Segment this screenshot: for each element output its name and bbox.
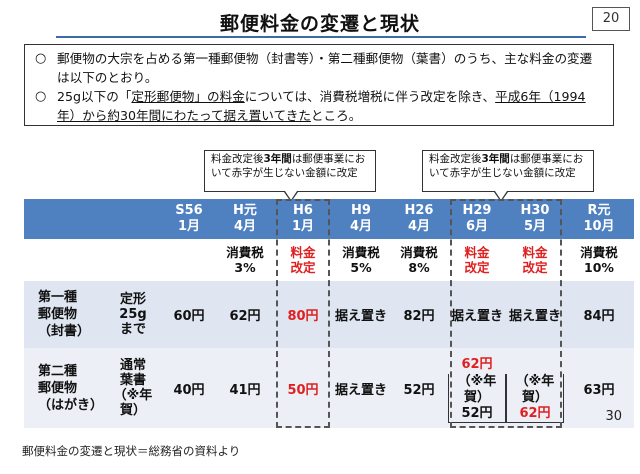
bullet-text-part: ところ。 [310,108,362,123]
slide-title: 郵便料金の変遷と現状 [219,13,420,35]
event-cell: 消費税 10% [564,239,634,281]
highlight-h6 [276,199,330,428]
event-blank [24,239,162,281]
date-header: H26 4月 [390,199,448,239]
callout-text: は郵便事業において赤字が生じない金額に改定 [429,153,584,179]
date-header: H9 4月 [332,199,390,239]
date-header-row: S56 1月 H元 4月 H6 1月 H9 4月 H26 4月 H29 6月 H30 5月 R… [24,199,634,239]
rate-cell: 82円 [390,281,448,348]
date-header: H30 5月 [506,199,564,239]
callout-text: 料金改定後 [429,153,482,165]
rate-cell: 52円 [390,348,448,428]
bullet-text: 25g以下の「定形郵便物」の料金については、消費税増税に伴う改定を除き、平成6年… [57,87,603,125]
info-box: ○ 郵便物の大宗を占める第一種郵便物（封書等）・第二種郵便物（葉書）のうち、主な… [24,44,614,126]
row-first-class: 第一種 郵便物 （封書） 定形 25g まで 60円 62円 80円 据え置き 82円 … [24,281,634,348]
bullet-mark: ○ [35,51,47,66]
nenga-box: （※年賀） 62円 [506,373,564,423]
row-second-class: 第二種 郵便物 （はがき） 通常 葉書 （※年賀） 40円 41円 50円 据え置き 5… [24,348,634,428]
rates-table: S56 1月 H元 4月 H6 1月 H9 4月 H26 4月 H29 6月 H30 5月 R… [24,199,634,428]
rate-cell: 据え置き [506,281,564,348]
bullet-text-underlined: 平成6年（1994年）から約30年間にわたって据え置いてきた [57,89,586,123]
row-label: 第一種 郵便物 （封書） [24,281,104,348]
rate-cell-h30: （※年賀） 62円 [506,348,564,428]
callout-h29-h30: 料金改定後3年間は郵便事業において赤字が生じない金額に改定 [422,150,594,192]
rate-cell: 84円 [564,281,634,348]
date-header: H元 4月 [216,199,274,239]
source-caption: 郵便料金の変遷と現状＝総務省の資料より [22,444,241,458]
rate-cell: 60円 [162,281,216,348]
row-sublabel: 定形 25g まで [104,281,162,348]
date-header: R元 10月 [564,199,634,239]
row-sublabel: 通常 葉書 （※年賀） [104,348,162,428]
event-cell-red: 料金 改定 [274,239,332,281]
row-label: 第二種 郵便物 （はがき） [24,348,104,428]
callout-tail-inner [495,191,507,200]
event-cell-red: 料金 改定 [448,239,506,281]
event-cell [162,239,216,281]
date-header: H6 1月 [274,199,332,239]
event-cell: 消費税 3% [216,239,274,281]
bullet-1: ○ 郵便物の大宗を占める第一種郵便物（封書等）・第二種郵便物（葉書）のうち、主な… [35,49,603,87]
event-cell: 消費税 5% [332,239,390,281]
rate-cell: 据え置き [332,348,390,428]
rate-cell-h29: 62円 （※年賀） 52円 [448,348,506,428]
bullet-text-underlined: 定形郵便物」の料金 [131,89,245,104]
callout-bold: 3年間 [263,153,292,165]
callout-text: は郵便事業において赤字が生じない金額に改定 [211,153,366,179]
bullet-text: 郵便物の大宗を占める第一種郵便物（封書等）・第二種郵便物（葉書）のうち、主な料金… [57,51,593,85]
rate-cell: 63円 [564,348,634,428]
event-cell: 消費税 8% [390,239,448,281]
date-header: S56 1月 [162,199,216,239]
rate-value-red: 62円 [461,357,493,372]
header-blank [24,199,162,239]
highlight-h29-h30 [450,199,562,428]
bullet-mark: ○ [35,89,47,104]
rate-cell: 41円 [216,348,274,428]
page-box: 20 [592,7,630,31]
event-row: 消費税 3% 料金 改定 消費税 5% 消費税 8% 料金 改定 料金 改定 消費税 10% [24,239,634,281]
event-cell-red: 料金 改定 [506,239,564,281]
rate-cell-red: 50円 [274,348,332,428]
page-number: 30 [605,409,622,424]
bullet-text-part: 25g以下の「 [57,89,132,104]
bullet-text-part: については、消費税増税に伴う改定を除き、 [244,89,496,104]
title-underline [56,36,586,38]
rate-cell: 62円 [216,281,274,348]
rate-cell: 据え置き [448,281,506,348]
date-header: H29 6月 [448,199,506,239]
bullet-2: ○ 25g以下の「定形郵便物」の料金については、消費税増税に伴う改定を除き、平成… [35,87,603,125]
callout-bold: 3年間 [481,153,510,165]
callout-tail-inner [285,191,297,200]
nenga-box: （※年賀） 52円 [448,374,506,423]
callout-text: 料金改定後 [211,153,264,165]
callout-h6: 料金改定後3年間は郵便事業において赤字が生じない金額に改定 [204,150,376,192]
rate-cell: 40円 [162,348,216,428]
rate-cell: 据え置き [332,281,390,348]
rate-cell-red: 80円 [274,281,332,348]
